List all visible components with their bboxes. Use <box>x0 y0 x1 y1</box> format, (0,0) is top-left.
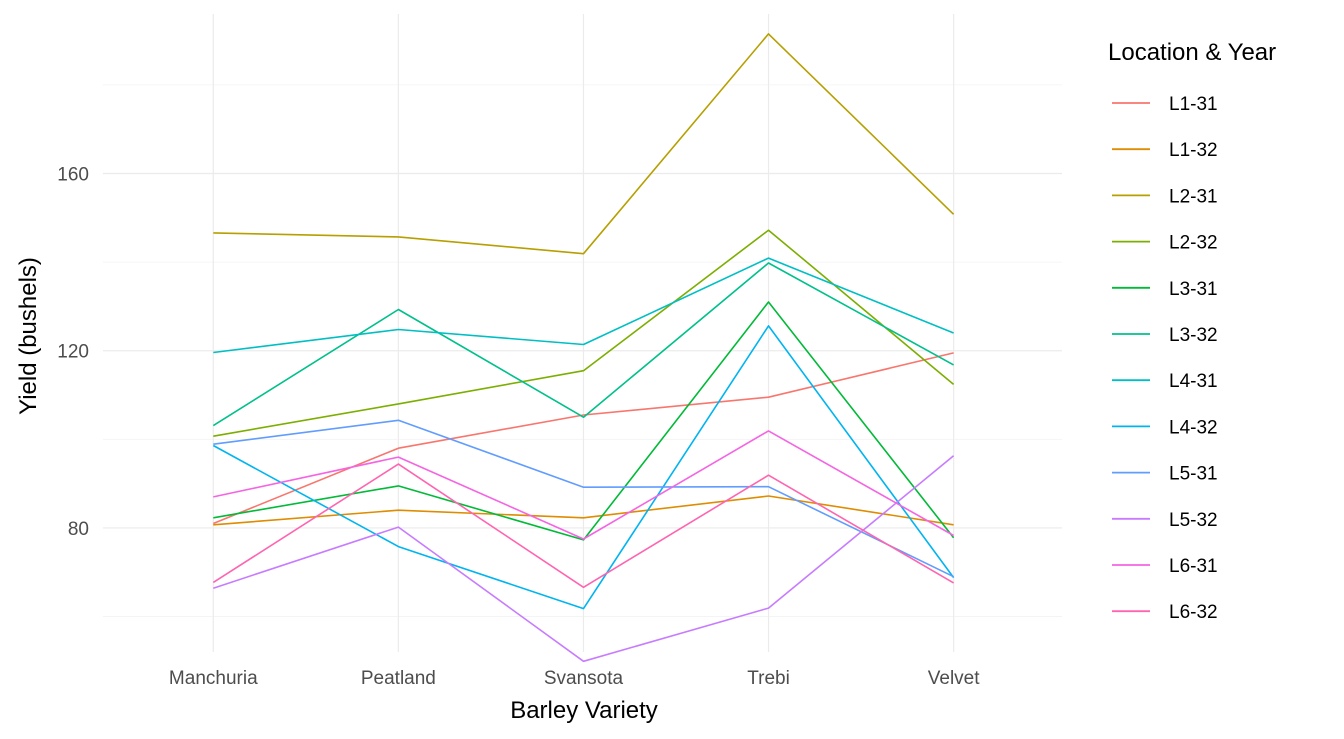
legend-label: L3-32 <box>1169 325 1218 346</box>
series-lines <box>212 33 955 663</box>
y-tick-label: 160 <box>57 165 89 186</box>
series-line-l1-32 <box>213 495 954 526</box>
legend-item: L3-31 <box>1112 279 1218 300</box>
x-tick-label: Manchuria <box>169 668 258 689</box>
legend-label: L1-32 <box>1169 140 1218 161</box>
legend-item: L4-32 <box>1112 417 1218 438</box>
legend-item: L6-31 <box>1112 556 1218 577</box>
legend-item: L2-32 <box>1112 233 1218 254</box>
legend-item: L2-31 <box>1112 186 1218 207</box>
y-axis-ticks: 80 120 160 <box>57 165 89 540</box>
legend-label: L2-32 <box>1169 233 1218 254</box>
series-line-l5-32 <box>213 455 955 663</box>
series-line-l2-31 <box>213 33 955 255</box>
legend: Location & Year L1-31 L1-32 L2-31 L2-32 L3-3… <box>1108 39 1276 623</box>
legend-item: L5-31 <box>1112 464 1218 485</box>
series-line-l4-31 <box>213 257 954 354</box>
legend-item: L6-32 <box>1112 602 1218 623</box>
legend-item: L4-31 <box>1112 371 1218 392</box>
legend-title: Location & Year <box>1108 39 1276 66</box>
legend-label: L6-32 <box>1169 602 1218 623</box>
x-tick-label: Peatland <box>361 668 436 689</box>
x-tick-label: Velvet <box>928 668 980 689</box>
legend-label: L2-31 <box>1169 186 1218 207</box>
grid <box>103 14 1062 652</box>
series-line-l3-31 <box>213 301 955 541</box>
legend-item: L3-32 <box>1112 325 1218 346</box>
x-axis-ticks: Manchuria Peatland Svansota Trebi Velvet <box>169 668 980 689</box>
legend-item: L5-32 <box>1112 510 1218 531</box>
series-line-l3-32 <box>212 262 954 427</box>
y-tick-label: 80 <box>68 519 89 540</box>
legend-label: L4-32 <box>1169 417 1218 438</box>
legend-item: L1-31 <box>1112 94 1218 115</box>
x-axis-title: Barley Variety <box>510 697 658 724</box>
legend-item: L1-32 <box>1112 140 1218 161</box>
series-line-l2-32 <box>213 229 955 437</box>
x-tick-label: Trebi <box>747 668 790 689</box>
legend-label: L4-31 <box>1169 371 1218 392</box>
x-tick-label: Svansota <box>544 668 624 689</box>
series-line-l6-31 <box>213 430 954 540</box>
legend-label: L1-31 <box>1169 94 1218 115</box>
legend-label: L3-31 <box>1169 279 1218 300</box>
legend-label: L6-31 <box>1169 556 1218 577</box>
y-axis-title: Yield (bushels) <box>15 257 42 415</box>
legend-label: L5-31 <box>1169 464 1218 485</box>
legend-items: L1-31 L1-32 L2-31 L2-32 L3-31 L3-32 L4-31 L4-32… <box>1112 94 1218 623</box>
series-line-l5-31 <box>213 419 954 578</box>
series-line-l4-32 <box>212 325 955 610</box>
series-line-l1-31 <box>212 352 954 525</box>
legend-label: L5-32 <box>1169 510 1218 531</box>
y-tick-label: 120 <box>57 342 89 363</box>
series-line-l6-32 <box>212 463 955 589</box>
